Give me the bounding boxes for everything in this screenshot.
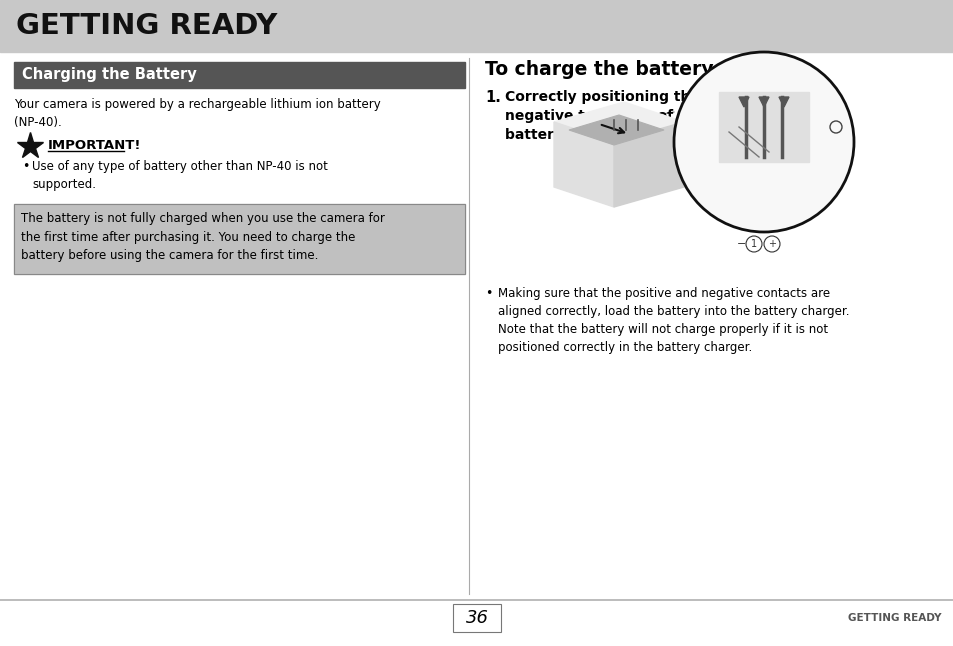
Bar bbox=[14, 204, 464, 274]
Text: Charging the Battery: Charging the Battery bbox=[22, 67, 196, 83]
Text: +: + bbox=[767, 239, 775, 249]
Bar bbox=[0, 0, 953, 52]
Text: −: − bbox=[737, 239, 746, 249]
Polygon shape bbox=[614, 122, 683, 207]
Polygon shape bbox=[554, 122, 614, 207]
Text: •: • bbox=[22, 160, 30, 173]
Text: 36: 36 bbox=[465, 609, 488, 627]
Bar bbox=[453, 604, 500, 632]
Bar bbox=[719, 92, 808, 162]
Text: To charge the battery: To charge the battery bbox=[484, 60, 713, 79]
Polygon shape bbox=[739, 97, 748, 107]
Text: The battery is not fully charged when you use the camera for
the first time afte: The battery is not fully charged when yo… bbox=[21, 212, 384, 262]
Text: GETTING READY: GETTING READY bbox=[16, 12, 277, 40]
Text: Correctly positioning the positive and
negative terminals of the battery, load t: Correctly positioning the positive and n… bbox=[504, 90, 840, 142]
Polygon shape bbox=[554, 102, 683, 142]
Polygon shape bbox=[568, 115, 663, 145]
Text: Making sure that the positive and negative contacts are
aligned correctly, load : Making sure that the positive and negati… bbox=[497, 287, 848, 354]
Text: 1.: 1. bbox=[484, 90, 500, 105]
Circle shape bbox=[673, 52, 853, 232]
Polygon shape bbox=[779, 97, 788, 107]
Bar bbox=[14, 204, 464, 274]
Bar bbox=[14, 62, 464, 88]
Text: GETTING READY: GETTING READY bbox=[847, 613, 941, 623]
Text: •: • bbox=[484, 287, 492, 300]
Polygon shape bbox=[759, 97, 768, 107]
Text: Use of any type of battery other than NP-40 is not
supported.: Use of any type of battery other than NP… bbox=[32, 160, 328, 191]
Text: 1: 1 bbox=[750, 239, 757, 249]
Text: IMPORTANT!: IMPORTANT! bbox=[48, 139, 141, 152]
Text: Your camera is powered by a rechargeable lithium ion battery
(NP-40).: Your camera is powered by a rechargeable… bbox=[14, 98, 380, 129]
